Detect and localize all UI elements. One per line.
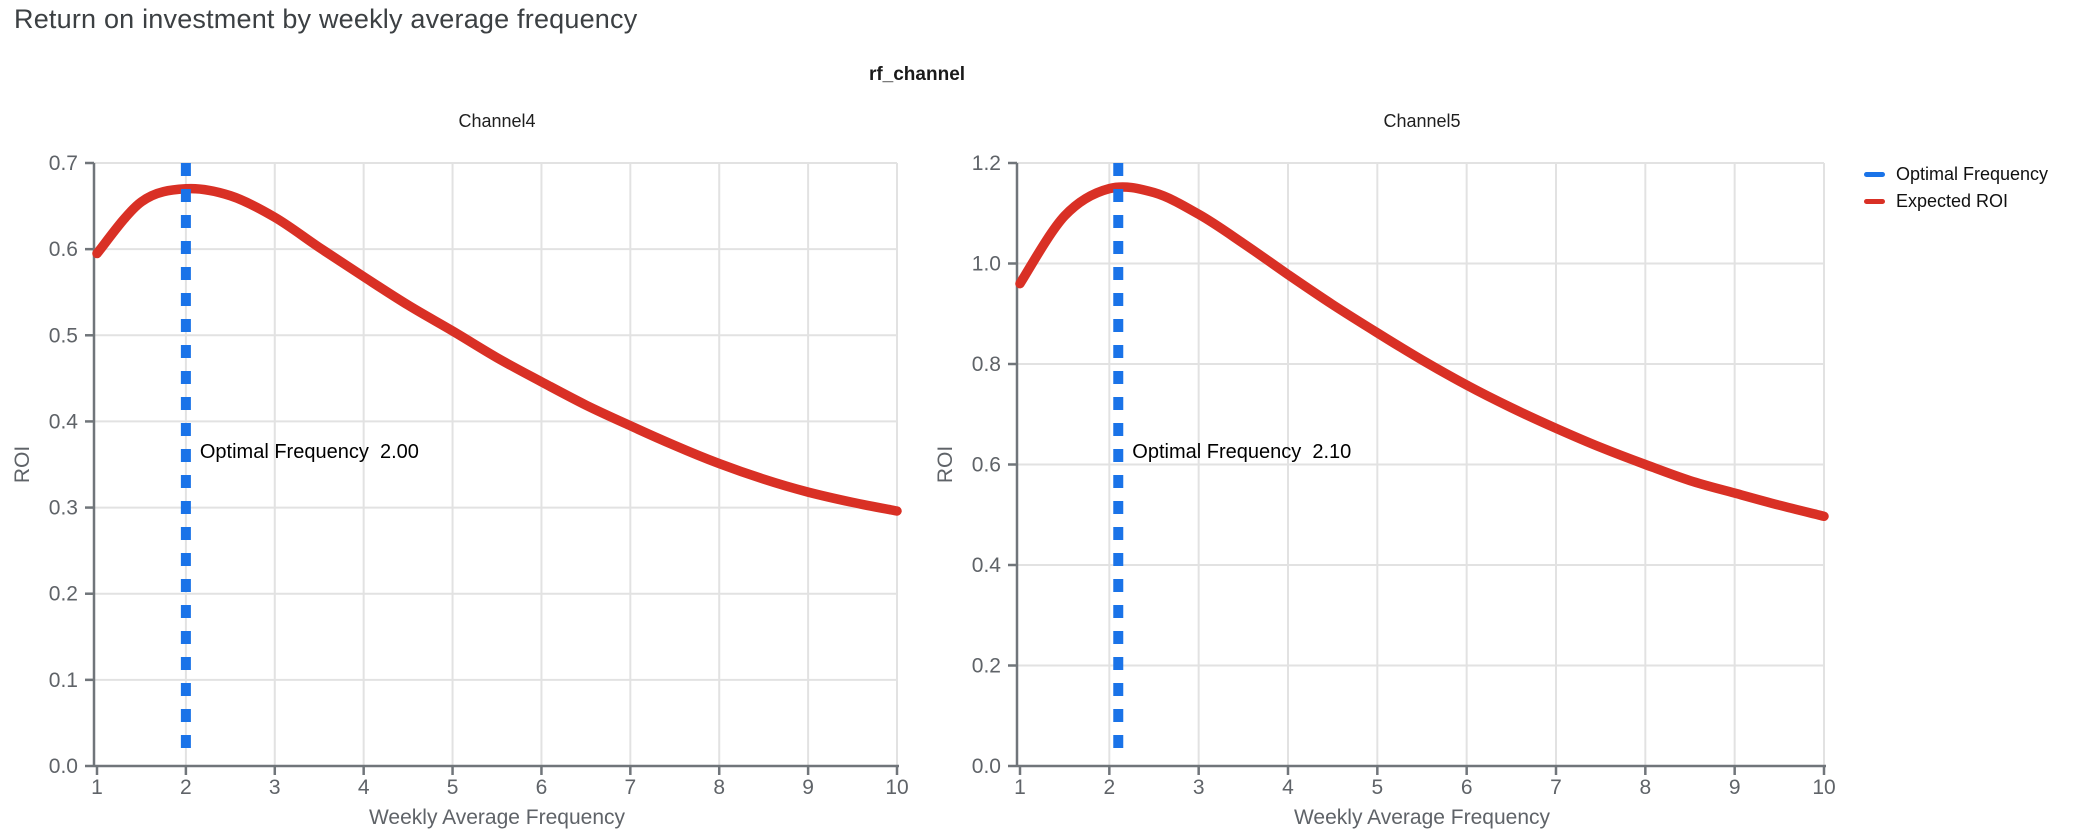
- x-tick-label: 1: [91, 776, 103, 799]
- x-tick-label: 4: [358, 776, 370, 799]
- y-tick-label: 1.0: [972, 253, 1001, 276]
- x-tick-label: 10: [1812, 776, 1835, 799]
- x-tick-label: 2: [180, 776, 192, 799]
- x-tick-label: 6: [536, 776, 548, 799]
- y-axis-title: ROI: [11, 446, 34, 483]
- figure-title: rf_channel: [868, 64, 966, 85]
- y-tick-label: 0.4: [49, 410, 79, 433]
- x-tick-label: 8: [1639, 776, 1651, 799]
- panel-channel4: 0.0 0.1 0.2 0.3 0.4 0.5 0.6 0.7 1 2 3 4 5 6 7 8 9 10 Weekl…: [11, 111, 909, 829]
- y-tick-label: 0.1: [49, 669, 78, 692]
- y-tick-label: 0.6: [972, 454, 1001, 477]
- y-tick-label: 0.2: [49, 583, 78, 606]
- x-tick-label: 9: [1729, 776, 1741, 799]
- legend: Optimal Frequency Expected ROI: [1864, 161, 2048, 215]
- x-tick-label: 7: [1550, 776, 1562, 799]
- x-tick-label: 5: [1371, 776, 1383, 799]
- legend-label: Expected ROI: [1896, 191, 2009, 211]
- legend-swatch-icon: [1864, 199, 1885, 204]
- x-tick-label: 3: [1193, 776, 1205, 799]
- y-tick-label: 1.2: [972, 152, 1001, 175]
- legend-swatch-icon: [1864, 172, 1885, 177]
- x-tick-label: 7: [624, 776, 636, 799]
- x-tick-label: 2: [1103, 776, 1115, 799]
- y-tick-label: 0.6: [49, 238, 78, 261]
- legend-item-expected-roi: Expected ROI: [1864, 188, 2048, 215]
- expected-roi-curve: [92, 183, 902, 516]
- x-axis-title: Weekly Average Frequency: [1294, 806, 1551, 829]
- panel-title: Channel4: [458, 111, 535, 131]
- legend-label: Optimal Frequency: [1896, 164, 2049, 184]
- y-tick-label: 0.0: [972, 755, 1001, 778]
- x-axis-title: Weekly Average Frequency: [369, 806, 626, 829]
- x-tick-label: 8: [713, 776, 725, 799]
- y-tick-label: 0.7: [49, 152, 78, 175]
- panel-channel5: 0.0 0.2 0.4 0.6 0.8 1.0 1.2 1 2 3 4 5 6 7 8 9 10 Weekly A…: [934, 111, 1836, 829]
- x-tick-label: 5: [447, 776, 459, 799]
- x-tick-label: 9: [802, 776, 814, 799]
- optimal-frequency-annotation: Optimal Frequency 2.10: [1132, 441, 1351, 463]
- y-axis-title: ROI: [934, 446, 957, 483]
- x-tick-label: 6: [1461, 776, 1473, 799]
- y-tick-label: 0.0: [49, 755, 78, 778]
- y-tick-label: 0.5: [49, 324, 78, 347]
- x-tick-label: 3: [269, 776, 281, 799]
- y-tick-label: 0.8: [972, 353, 1001, 376]
- panel-title: Channel5: [1383, 111, 1460, 131]
- y-tick-label: 0.4: [972, 554, 1002, 577]
- legend-item-optimal-frequency: Optimal Frequency: [1864, 161, 2048, 188]
- x-tick-label: 4: [1282, 776, 1294, 799]
- optimal-frequency-annotation: Optimal Frequency 2.00: [200, 441, 419, 463]
- expected-roi-curve: [1015, 182, 1829, 522]
- page-title: Return on investment by weekly average f…: [14, 4, 638, 34]
- x-tick-label: 1: [1014, 776, 1026, 799]
- x-tick-label: 10: [885, 776, 908, 799]
- y-tick-label: 0.3: [49, 497, 78, 520]
- y-tick-label: 0.2: [972, 655, 1001, 678]
